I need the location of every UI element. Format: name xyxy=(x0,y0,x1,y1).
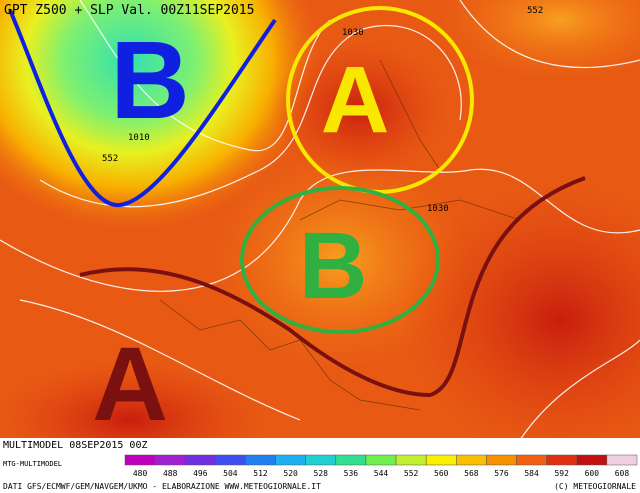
color-label: 528 xyxy=(314,469,329,478)
map-field: B A B A 1030 1010 552 1030 552 xyxy=(0,0,640,480)
color-swatch xyxy=(606,454,638,466)
pressure-label: 1030 xyxy=(427,204,449,214)
color-label: 600 xyxy=(585,469,600,478)
color-label: 584 xyxy=(524,469,539,478)
color-label: 520 xyxy=(283,469,298,478)
color-swatch xyxy=(124,454,156,466)
color-label: 536 xyxy=(344,469,359,478)
pressure-label: 552 xyxy=(527,6,543,16)
color-swatch xyxy=(335,454,367,466)
color-swatch xyxy=(245,454,276,466)
run-label: MULTIMODEL 08SEP2015 00Z xyxy=(3,440,148,451)
color-label: 504 xyxy=(223,469,238,478)
system-letter: A xyxy=(92,326,168,443)
color-swatch xyxy=(546,454,578,466)
color-swatch xyxy=(365,454,397,466)
color-label: 512 xyxy=(253,469,268,478)
pressure-label: 552 xyxy=(102,154,118,164)
system-letter: B xyxy=(299,213,368,319)
color-swatch xyxy=(516,454,547,466)
color-label: 608 xyxy=(615,469,630,478)
pressure-label: 1030 xyxy=(342,28,364,38)
color-label: 496 xyxy=(193,469,208,478)
system-letter: A xyxy=(321,47,390,153)
color-label: 488 xyxy=(163,469,178,478)
color-swatch xyxy=(456,454,487,466)
color-swatch xyxy=(154,454,186,466)
color-label: 480 xyxy=(133,469,148,478)
pressure-label: 1010 xyxy=(128,133,150,143)
color-label: 576 xyxy=(494,469,509,478)
color-swatch xyxy=(395,454,427,466)
color-label: 544 xyxy=(374,469,389,478)
color-swatch xyxy=(305,454,337,466)
color-swatch xyxy=(215,454,246,466)
color-swatch xyxy=(184,454,216,466)
color-swatch xyxy=(486,454,517,466)
color-label: 592 xyxy=(554,469,569,478)
map-title: GPT Z500 + SLP Val. 00Z11SEP2015 xyxy=(4,3,254,18)
color-label: 568 xyxy=(464,469,479,478)
model-label: MTG-MULTIMODEL xyxy=(3,460,62,468)
color-swatch xyxy=(425,454,457,466)
copyright: (C) METEOGIORNALE xyxy=(554,482,636,491)
sources: DATI GFS/ECMWF/GEM/NAVGEM/UKMO - ELABORA… xyxy=(3,482,321,491)
colorbar: 480 488 496 504 512 520 528 536 544 552 560 568 576 5… xyxy=(124,454,638,478)
system-letter: B xyxy=(110,19,189,142)
color-label: 552 xyxy=(404,469,419,478)
color-label: 560 xyxy=(434,469,449,478)
color-swatch xyxy=(275,454,306,466)
color-swatch xyxy=(576,454,608,466)
